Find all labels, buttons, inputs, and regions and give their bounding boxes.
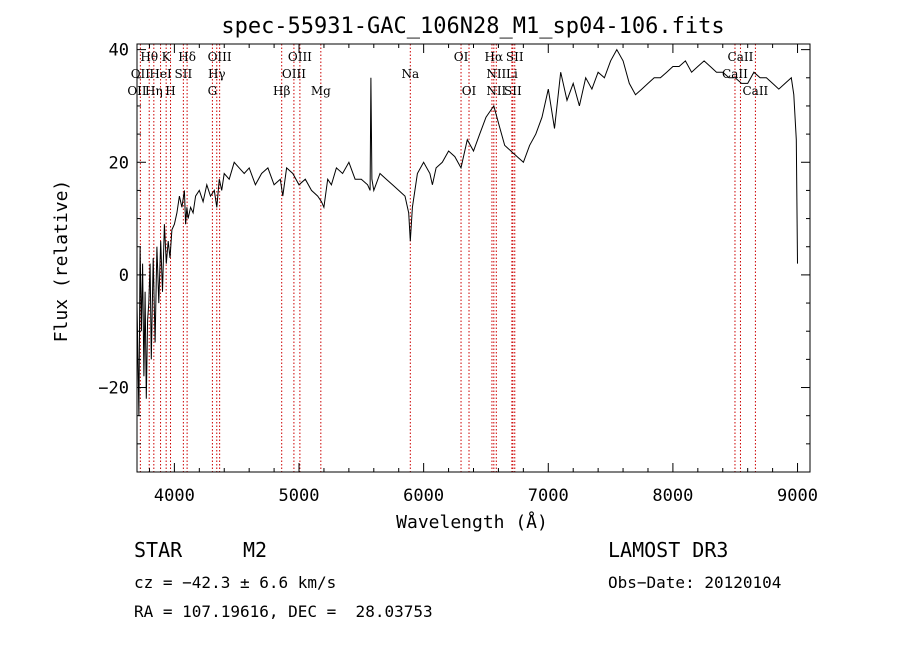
x-axis-label: Wavelength (Å) [396, 511, 548, 533]
line-label: Li [506, 67, 518, 81]
x-tick-label: 8000 [652, 486, 693, 506]
line-label: NII [486, 84, 506, 98]
line-label: Mg [311, 84, 331, 98]
line-label: H [165, 84, 175, 98]
redshift-cz: cz = −42.3 ± 6.6 km/s [134, 573, 337, 592]
spectrum-line [136, 48, 798, 416]
line-label: Hγ [208, 67, 226, 81]
y-tick-label: −20 [98, 379, 129, 399]
line-label: SII [175, 67, 193, 81]
object-class: STAR [134, 538, 183, 562]
line-label: OII [131, 67, 151, 81]
line-label: CaII [722, 67, 748, 81]
line-label: OIII [288, 50, 312, 64]
x-axis: 4000 5000 6000 7000 8000 9000 [148, 44, 818, 506]
line-label: G [208, 84, 218, 98]
line-label: SII [506, 50, 524, 64]
y-tick-label: 0 [119, 266, 129, 286]
line-label: OI [454, 50, 469, 64]
line-label: OI [462, 84, 477, 98]
line-label: Na [401, 67, 419, 81]
y-tick-label: 40 [109, 41, 129, 61]
line-label: OIII [208, 50, 232, 64]
survey-name: LAMOST DR3 [608, 538, 729, 562]
line-label: K [162, 50, 172, 64]
line-label: Hα [485, 50, 504, 64]
x-tick-label: 9000 [777, 486, 818, 506]
x-tick-label: 6000 [403, 486, 444, 506]
x-tick-label: 7000 [528, 486, 569, 506]
object-subclass: M2 [243, 538, 268, 562]
line-label: NII [486, 67, 506, 81]
x-tick-label: 5000 [279, 486, 320, 506]
line-label: OIII [282, 67, 306, 81]
line-label: Hδ [178, 50, 196, 64]
x-tick-label: 4000 [154, 486, 195, 506]
line-label: HeI [149, 67, 172, 81]
sky-coordinates: RA = 107.19616, DEC = 28.03753 [134, 602, 433, 621]
line-label: SII [504, 84, 522, 98]
line-label: Hη [145, 84, 163, 98]
y-axis: −20 0 20 40 [98, 41, 810, 473]
y-tick-label: 20 [109, 153, 129, 173]
spectral-line-markers [139, 44, 756, 472]
line-label: CaII [742, 84, 768, 98]
y-axis-label: Flux (relative) [51, 180, 72, 343]
observation-date: Obs−Date: 20120104 [608, 573, 782, 592]
line-label: CaII [728, 50, 754, 64]
line-label: Hβ [273, 84, 290, 98]
line-label: Hθ [140, 50, 158, 64]
chart-title: spec-55931-GAC_106N28_M1_sp04-106.fits [221, 14, 724, 39]
plot-frame [136, 43, 811, 473]
